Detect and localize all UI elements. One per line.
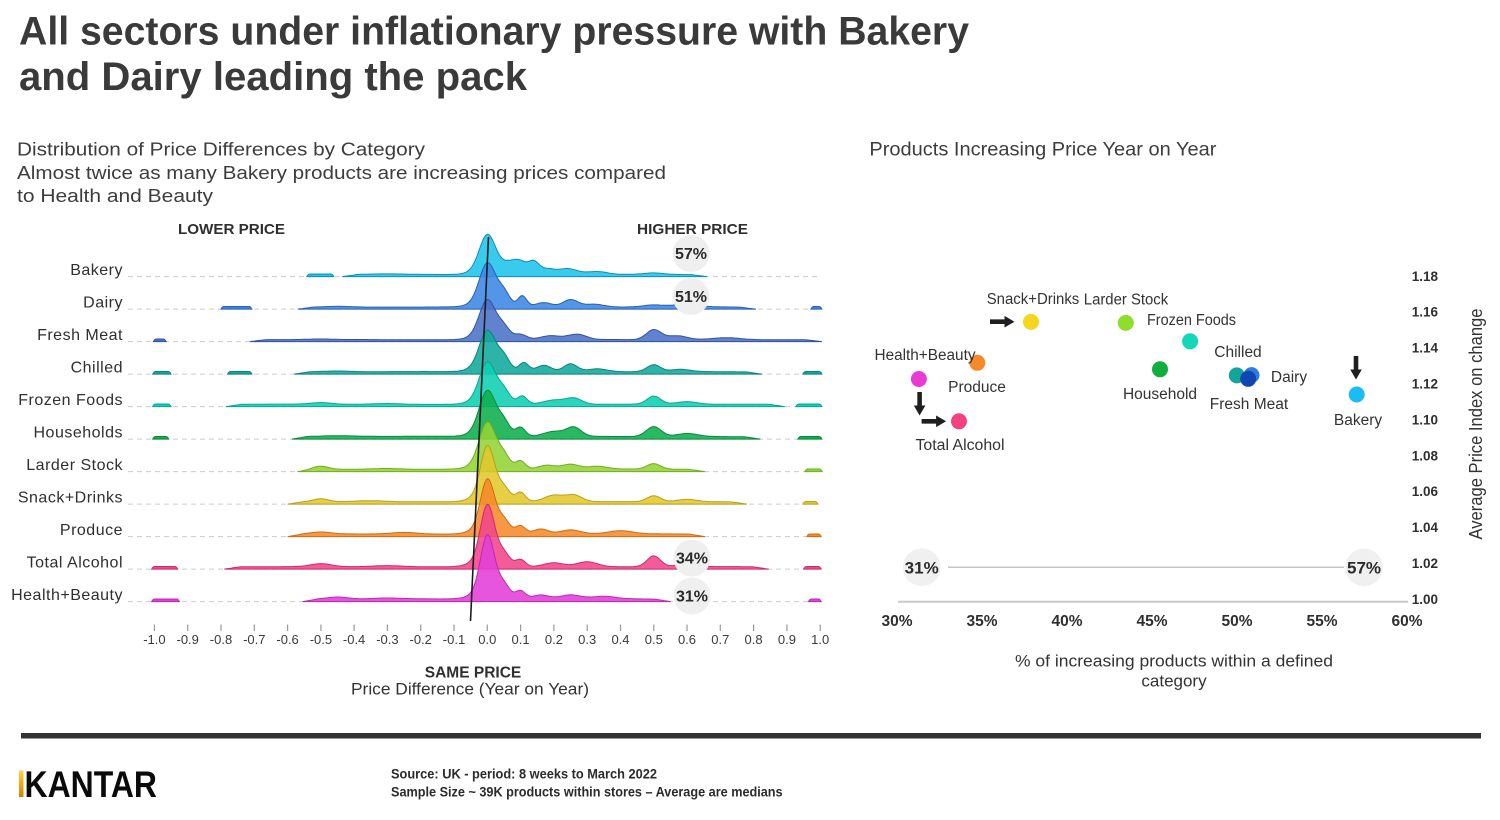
svg-text:-0.9: -0.9 — [176, 632, 198, 647]
svg-text:0.7: 0.7 — [711, 632, 729, 647]
svg-text:Bakery: Bakery — [1334, 412, 1382, 429]
svg-text:LOWER PRICE: LOWER PRICE — [178, 221, 285, 238]
svg-text:category: category — [1141, 672, 1207, 691]
svg-text:1.12: 1.12 — [1412, 377, 1438, 392]
svg-text:1.08: 1.08 — [1412, 448, 1439, 463]
svg-text:Chilled: Chilled — [71, 360, 123, 377]
svg-text:Sample Size ~ 39K products wit: Sample Size ~ 39K products within stores… — [391, 784, 783, 800]
svg-text:All sectors under inflationary: All sectors under inflationary pressure … — [19, 10, 970, 54]
svg-text:-0.6: -0.6 — [276, 632, 298, 647]
svg-text:-0.3: -0.3 — [376, 632, 398, 647]
svg-text:Source: UK - period: 8 weeks t: Source: UK - period: 8 weeks to March 20… — [391, 765, 657, 781]
svg-text:% of increasing products withi: % of increasing products within a define… — [1015, 652, 1333, 671]
svg-text:Larder Stock: Larder Stock — [26, 457, 123, 474]
svg-text:60%: 60% — [1391, 613, 1422, 630]
svg-text:-0.5: -0.5 — [310, 632, 332, 647]
svg-text:and Dairy leading the pack: and Dairy leading the pack — [19, 55, 528, 99]
svg-text:0.8: 0.8 — [745, 632, 763, 647]
svg-text:Health+Beauty: Health+Beauty — [11, 587, 123, 604]
svg-text:1.00: 1.00 — [1412, 592, 1438, 607]
svg-text:1.16: 1.16 — [1412, 305, 1439, 320]
svg-text:50%: 50% — [1221, 613, 1252, 630]
svg-text:34%: 34% — [676, 551, 708, 568]
svg-text:Almost twice as many Bakery pr: Almost twice as many Bakery products are… — [17, 162, 666, 183]
svg-text:35%: 35% — [966, 613, 997, 630]
svg-text:Produce: Produce — [60, 522, 123, 539]
svg-text:0.4: 0.4 — [611, 632, 629, 647]
svg-text:-0.2: -0.2 — [409, 632, 431, 647]
svg-text:Bakery: Bakery — [70, 262, 123, 279]
svg-text:Snack+Drinks: Snack+Drinks — [18, 490, 123, 507]
svg-text:51%: 51% — [675, 289, 707, 306]
svg-text:Snack+Drinks: Snack+Drinks — [987, 291, 1080, 308]
svg-text:Products Increasing Price Year: Products Increasing Price Year on Year — [869, 139, 1217, 161]
svg-text:-0.4: -0.4 — [343, 632, 365, 647]
svg-text:Price Difference (Year on Year: Price Difference (Year on Year) — [351, 681, 589, 699]
svg-text:0.0: 0.0 — [478, 632, 496, 647]
svg-text:57%: 57% — [1347, 558, 1381, 577]
svg-text:1.02: 1.02 — [1412, 556, 1438, 571]
svg-text:55%: 55% — [1306, 613, 1337, 630]
svg-text:Dairy: Dairy — [1271, 369, 1307, 386]
svg-text:Frozen Foods: Frozen Foods — [18, 392, 123, 409]
svg-text:0.9: 0.9 — [778, 632, 796, 647]
svg-text:31%: 31% — [676, 589, 708, 606]
svg-text:1.18: 1.18 — [1412, 269, 1439, 284]
svg-text:0.2: 0.2 — [545, 632, 563, 647]
svg-text:Household: Household — [1123, 386, 1197, 403]
svg-text:Dairy: Dairy — [83, 295, 123, 312]
svg-text:0.5: 0.5 — [645, 632, 663, 647]
svg-text:-1.0: -1.0 — [143, 632, 165, 647]
svg-text:Larder Stock: Larder Stock — [1084, 292, 1169, 309]
svg-text:57%: 57% — [675, 246, 707, 263]
svg-text:Health+Beauty: Health+Beauty — [875, 347, 976, 364]
svg-text:-0.8: -0.8 — [210, 632, 232, 647]
svg-text:Distribution of Price Differen: Distribution of Price Differences by Cat… — [17, 139, 426, 160]
svg-text:Frozen Foods: Frozen Foods — [1147, 312, 1236, 329]
svg-text:0.1: 0.1 — [512, 632, 530, 647]
svg-text:0.3: 0.3 — [578, 632, 596, 647]
svg-text:-0.1: -0.1 — [443, 632, 465, 647]
svg-text:Fresh Meat: Fresh Meat — [1210, 396, 1289, 413]
svg-text:KANTAR: KANTAR — [25, 764, 158, 805]
svg-text:Households: Households — [34, 425, 124, 442]
svg-text:1.10: 1.10 — [1412, 412, 1438, 427]
svg-text:Total Alcohol: Total Alcohol — [916, 437, 1005, 454]
svg-text:Chilled: Chilled — [1214, 344, 1261, 361]
svg-text:1.06: 1.06 — [1412, 484, 1439, 499]
svg-text:1.0: 1.0 — [811, 632, 829, 647]
svg-text:Produce: Produce — [948, 379, 1006, 396]
svg-text:Total Alcohol: Total Alcohol — [27, 555, 123, 572]
svg-text:to Health and Beauty: to Health and Beauty — [17, 185, 214, 206]
svg-text:45%: 45% — [1136, 613, 1167, 630]
svg-text:0.6: 0.6 — [678, 632, 696, 647]
svg-text:-0.7: -0.7 — [243, 632, 265, 647]
svg-text:30%: 30% — [881, 613, 912, 630]
svg-text:1.14: 1.14 — [1412, 341, 1439, 356]
svg-text:31%: 31% — [905, 558, 939, 577]
svg-text:Average Price Index on change: Average Price Index on change — [1466, 309, 1486, 540]
svg-text:Fresh Meat: Fresh Meat — [37, 327, 123, 344]
svg-text:40%: 40% — [1051, 613, 1082, 630]
svg-text:1.04: 1.04 — [1412, 520, 1439, 535]
svg-text:SAME PRICE: SAME PRICE — [425, 665, 521, 682]
svg-text:HIGHER PRICE: HIGHER PRICE — [637, 221, 748, 238]
